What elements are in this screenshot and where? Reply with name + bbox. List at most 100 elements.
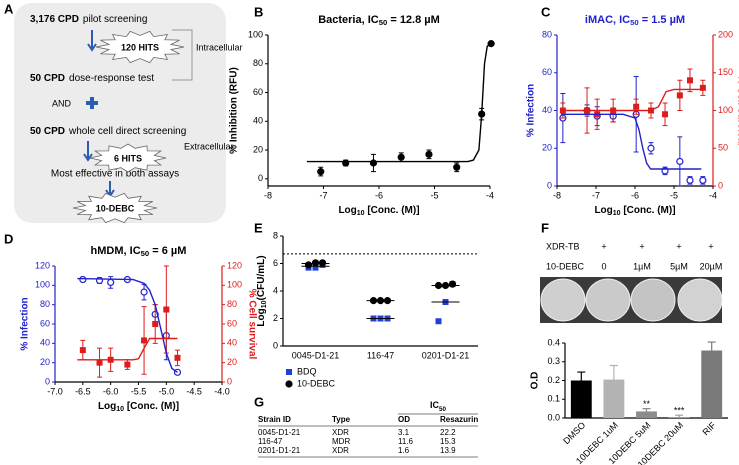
x-tick-label: -7 [319,190,327,200]
fit-curve [306,43,491,163]
marker [312,264,319,271]
x-tick-label: -5 [430,190,438,200]
y2-axis-label: % Cell survival [246,289,257,360]
bar [668,417,690,418]
table-cell: 11.6 [398,437,414,446]
fit-curve [77,277,178,373]
bar [701,350,723,418]
y-tick-label: 100 [248,29,263,39]
y2-axis-label: % Cell survival [735,75,739,146]
condition-value: 1µM [633,261,651,271]
assay-label: Intracellular [196,42,243,52]
marker [425,150,433,158]
starburst [95,30,185,64]
chart-title-part: 50 [630,18,639,27]
y-tick-label: 0.0 [547,412,560,422]
panel-label: A [4,1,14,16]
workflow-step: 50 CPD dose-response test [30,73,154,84]
marker [124,361,131,368]
chart-title: hMDM, IC50 = 6 µM [91,245,187,258]
y-axis-label: % Inhibition (RFU) [229,67,240,154]
y-tick-label: 0.4 [547,337,560,347]
x-tick-label: -4 [709,190,717,200]
arrow [83,141,93,162]
y-axis-label: O.D [530,372,541,390]
marker [662,111,669,118]
marker [342,159,350,167]
y-tick-label: 0 [258,173,263,183]
marker [285,380,293,388]
chart-title: iMAC, IC50 = 1.5 µM [585,14,685,27]
condition-value: + [708,241,713,251]
table-cell: 15.3 [440,437,456,446]
workflow: 3,176 CPD pilot screening Intracellular 5… [14,3,243,223]
table-cell: 1.6 [398,446,410,455]
table-group-header: IC50 [430,400,447,412]
fit-curve [77,337,178,361]
arrow [87,30,97,52]
marker [152,321,159,327]
table-cell: 0201-D1-21 [258,446,301,455]
y-tick-label: 40 [253,116,263,126]
chart-title-part: iMAC, IC [585,14,630,26]
step-text: whole cell direct screening [68,126,186,137]
panel-label: G [254,394,264,409]
y2-tick-label: 50 [718,143,728,153]
x-axis-label-part: 10 [357,210,365,217]
y-tick-label: 20 [40,357,50,367]
chart-title-part: = 1.5 µM [639,14,685,26]
panel-label: E [254,220,263,235]
y-tick-label: 0.2 [547,375,560,385]
x-axis-label-part: 10 [116,406,124,413]
x-axis-label: Log10 [Conc. (M)] [594,205,675,217]
hits-label: 120 HITS [121,42,159,52]
x-tick-label: -6 [375,190,383,200]
y2-tick-label: 100 [718,105,733,115]
chart-title-part: = 12.8 µM [387,14,440,26]
chart-title-part: hMDM, IC [91,245,141,257]
step-count: 50 CPD [30,73,65,84]
table-group-header-part: IC [430,400,440,410]
x-axis-label: Log10 [Conc. (M)] [338,205,419,217]
y-tick-label: 4 [273,285,278,295]
and-label: AND [52,98,72,108]
x-tick-label: -4 [486,190,494,200]
table-cell: 13.9 [440,446,456,455]
marker [286,369,292,375]
y2-tick-label: 0 [227,376,232,386]
x-tick-label: 0045-D1-21 [292,350,340,360]
x-axis-label-part: [Conc. (M)] [621,205,676,216]
marker [487,40,495,48]
bar [636,411,657,418]
marker [686,77,693,84]
marker [141,337,148,344]
y-tick-label: 60 [542,67,552,77]
panel-label: D [4,231,13,246]
workflow-box [14,3,226,223]
table-cell: 22.2 [440,428,456,437]
marker [174,354,181,361]
error-bar [707,341,716,351]
marker [311,259,320,267]
marker [676,157,684,166]
condition-value: + [639,241,644,251]
chart-title-part: 50 [379,18,388,27]
marker [676,92,683,99]
bar [603,379,625,418]
marker [317,168,325,176]
table-cell: XDR [332,446,349,455]
y-axis-label: % Infection [526,84,537,137]
x-axis-label-part: [Conc. (M)] [124,401,179,412]
y-axis-label-part: (CFU/mL) [256,255,267,300]
x-axis-label-part: Log [594,205,612,216]
table-header: Resazurin [440,415,478,424]
x-axis-label-part: 10 [613,210,621,217]
chart-title: Bacteria, IC50 = 12.8 µM [318,14,440,27]
step-text: dose-response test [69,73,154,84]
marker [163,306,170,313]
x-tick-label: -6 [631,190,639,200]
x-tick-label: RIF [700,420,718,438]
table-cell: 116-47 [258,437,283,446]
